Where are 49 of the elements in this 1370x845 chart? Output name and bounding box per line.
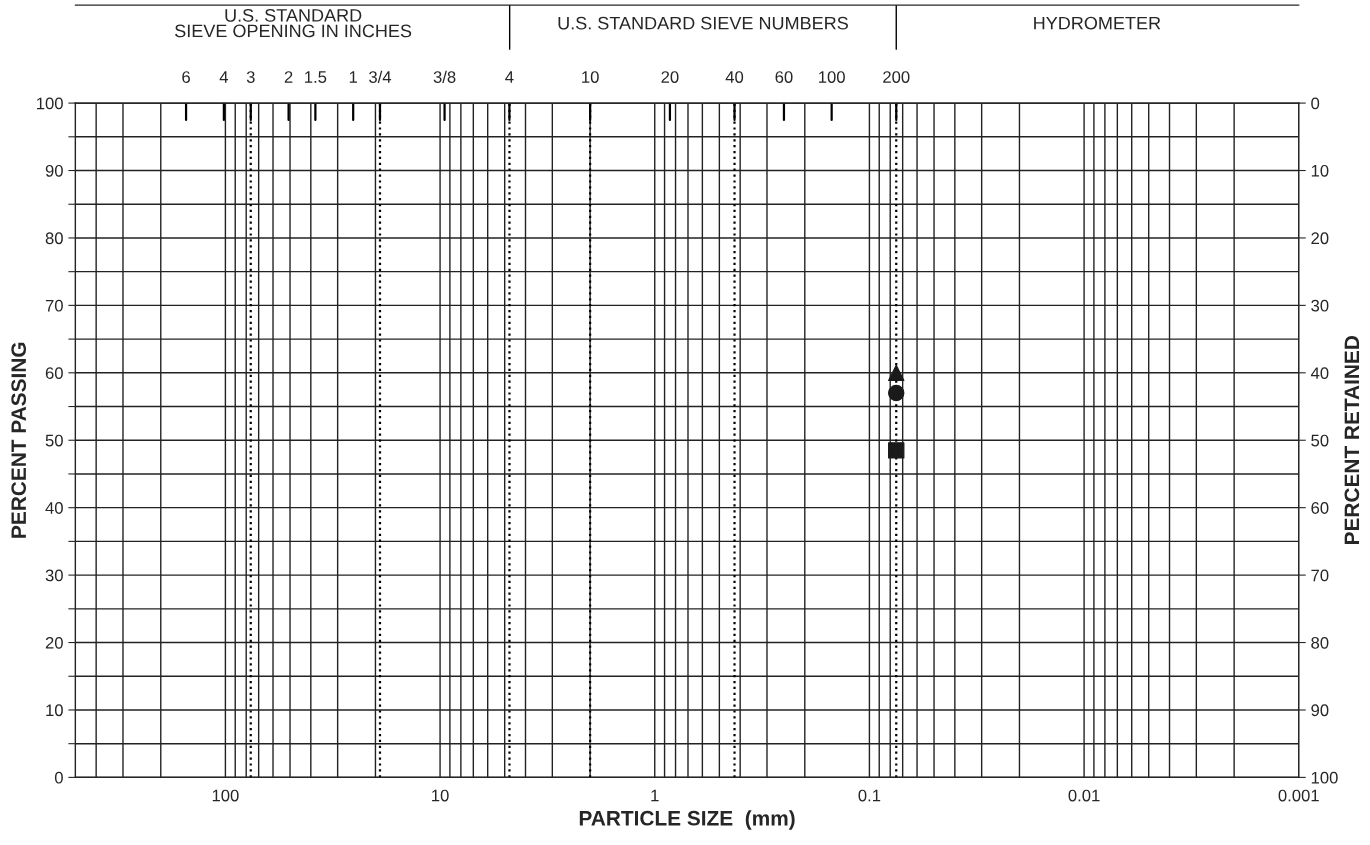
y-tick-label: 70 — [45, 299, 63, 312]
y2-tick-label: 70 — [1311, 569, 1329, 582]
y-tick-label: 100 — [37, 97, 63, 110]
text: 3/4 — [369, 70, 392, 83]
y-tick-label: 90 — [45, 164, 63, 177]
y-tick-label: 40 — [45, 502, 63, 514]
text: 2 — [284, 71, 293, 83]
x-tick-label: 0.001 — [1278, 789, 1319, 802]
text: 200 — [883, 71, 910, 83]
text: 100 — [819, 71, 845, 83]
text: 1 — [349, 71, 358, 83]
text: 20 — [661, 71, 679, 83]
y2-tick-label: 90 — [1311, 704, 1329, 717]
y2-tick-label: 50 — [1311, 434, 1329, 447]
y-axis-title: PERCENT PASSING — [11, 342, 27, 538]
y-tick-label: 20 — [45, 636, 63, 649]
text: 3/8 — [433, 70, 456, 83]
text: 4 — [505, 71, 514, 83]
x-tick-label: 0.01 — [1068, 789, 1100, 802]
x-tick-label: 1 — [651, 789, 659, 802]
text: HYDROMETER — [1034, 16, 1161, 30]
y-tick-label: 50 — [45, 434, 63, 447]
y2-tick-label: 100 — [1311, 771, 1338, 784]
y-tick-label: 80 — [45, 232, 63, 245]
x-tick-label: 0.1 — [858, 789, 881, 802]
y2-axis-title: PERCENT RETAINED — [1344, 335, 1360, 544]
y-tick-label: 10 — [46, 704, 63, 717]
y2-tick-label: 40 — [1310, 367, 1329, 380]
x-tick-label: 10 — [432, 789, 449, 802]
text: 60 — [775, 71, 793, 83]
text: U.S. STANDARD SIEVE OPENING IN INCHES — [175, 8, 412, 38]
text: 40 — [725, 71, 744, 83]
y2-tick-label: 80 — [1311, 636, 1329, 649]
text: U.S. STANDARD SIEVE NUMBERS — [558, 16, 848, 30]
text: 6 — [182, 71, 190, 83]
text: 3 — [246, 71, 255, 83]
y-tick-label: 0 — [54, 771, 63, 784]
text: 10 — [582, 71, 599, 83]
y-tick-label: 30 — [45, 569, 63, 582]
y2-tick-label: 10 — [1311, 164, 1329, 177]
y2-tick-label: 0 — [1311, 97, 1320, 110]
y2-tick-label: 20 — [1311, 232, 1329, 245]
text: 1.5 — [305, 71, 327, 83]
y-tick-label: 60 — [45, 367, 63, 380]
y2-tick-label: 60 — [1311, 502, 1329, 514]
x-axis-title: PARTICLE SIZE (mm) — [579, 810, 795, 830]
x-tick-label: 100 — [212, 789, 239, 802]
y2-tick-label: 30 — [1311, 299, 1329, 312]
text: 4 — [219, 71, 229, 83]
